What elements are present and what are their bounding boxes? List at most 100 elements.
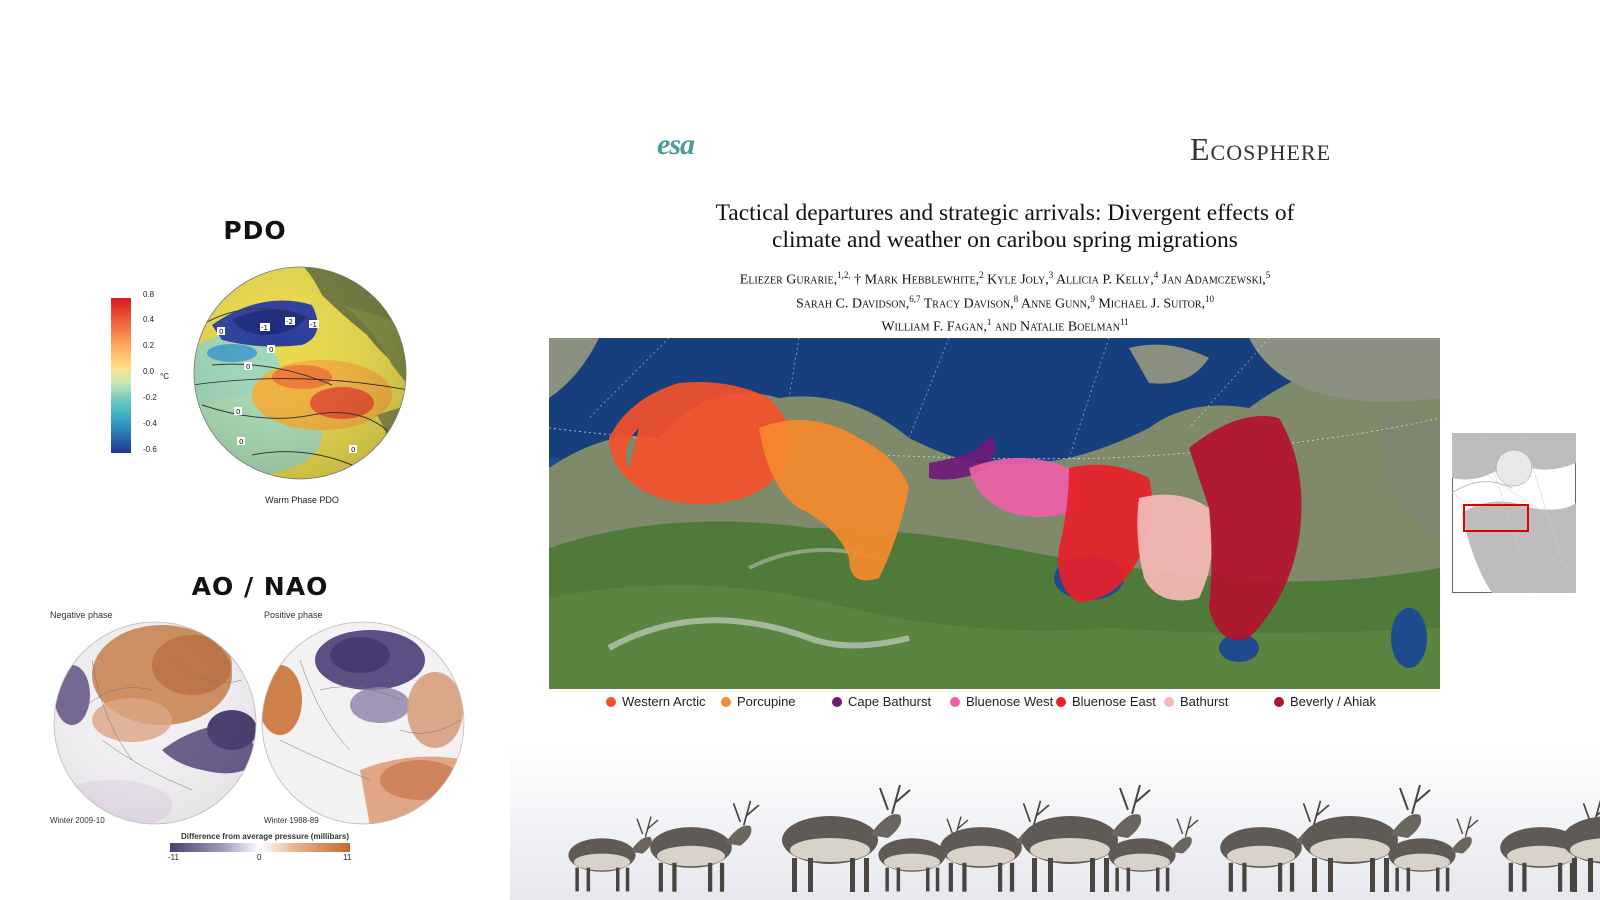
herd-range — [1137, 494, 1213, 601]
caribou-silhouette — [568, 816, 659, 892]
caribou-silhouette — [782, 784, 911, 892]
caribou-silhouette — [1302, 784, 1431, 892]
contour-label: -1 — [310, 321, 317, 329]
author-line: Sarah C. Davidson,6,7 Tracy Davison,8 An… — [640, 290, 1370, 314]
esa-logo: esa — [657, 128, 695, 161]
author-affiliation: 10 — [1205, 293, 1215, 304]
winter-negative-label: Winter 2009-10 — [50, 816, 105, 825]
pressure-tick: 0 — [257, 853, 262, 862]
legend-swatch — [832, 697, 842, 707]
caribou-silhouette — [1562, 816, 1600, 892]
legend-item: Cape Bathurst — [832, 694, 931, 709]
legend-label: Cape Bathurst — [848, 694, 932, 709]
herd-range — [1058, 464, 1153, 603]
pdo-colorbar-tick: 0.8 — [143, 290, 155, 299]
pdo-unit-label: °C — [160, 372, 169, 381]
author-name: Eliezer Gurarie, — [739, 272, 838, 288]
legend-label: Beverly / Ahiak — [1290, 694, 1376, 709]
legend-label: Porcupine — [737, 694, 796, 709]
legend-swatch — [1056, 697, 1066, 707]
caribou-silhouettes — [568, 784, 1600, 892]
contour-label: 0 — [239, 438, 243, 446]
contour-label: 0 — [219, 328, 223, 336]
author-line: Eliezer Gurarie,1,2, † Mark Hebblewhite,… — [640, 266, 1370, 290]
author-name: Sarah C. Davidson, — [795, 296, 910, 312]
herd-ranges — [609, 382, 1302, 640]
author-name: William F. Fagan, — [881, 319, 987, 335]
author-affiliation: 2 — [979, 270, 984, 280]
contour-label: -1 — [261, 324, 268, 332]
author-affiliation: 1 — [986, 317, 992, 328]
contour-label: 0 — [246, 363, 250, 371]
contour-label: -2 — [286, 318, 293, 326]
contour-label: 0 — [269, 346, 273, 354]
author-affiliation: 11 — [1119, 317, 1129, 328]
winter-positive-label: Winter 1988-89 — [264, 816, 319, 825]
pdo-colorbar-tick: -0.4 — [143, 419, 157, 428]
author-affiliation: 3 — [1048, 270, 1054, 280]
paper-authors: Eliezer Gurarie,1,2, † Mark Hebblewhite,… — [640, 266, 1370, 337]
legend-swatch — [1274, 697, 1284, 707]
contour-label: 0 — [351, 446, 355, 454]
author-affiliation: 9 — [1090, 293, 1095, 304]
pressure-tick: 11 — [343, 853, 352, 862]
caribou-range-map — [549, 338, 1440, 689]
herd-range — [1189, 416, 1302, 640]
author-name: Kyle Joly, — [987, 272, 1049, 288]
herd-range — [759, 420, 909, 581]
positive-phase-label: Positive phase — [264, 610, 323, 620]
caribou-silhouette — [1022, 784, 1151, 892]
legend-item: Beverly / Ahiak — [1274, 694, 1376, 709]
negative-phase-label: Negative phase — [50, 610, 113, 620]
paper-title-line: Tactical departures and strategic arriva… — [715, 200, 1295, 226]
author-name: and Natalie Boelman — [994, 319, 1120, 335]
pdo-colorbar-tick: 0.0 — [143, 367, 155, 376]
caribou-silhouette — [1388, 816, 1479, 892]
pdo-colorbar-tick: -0.2 — [143, 393, 157, 402]
caribou-silhouette — [940, 800, 1050, 892]
legend-label: Western Arctic — [622, 694, 706, 709]
paper-title-line: climate and weather on caribou spring mi… — [772, 227, 1238, 253]
paper-title: Tactical departures and strategic arriva… — [640, 200, 1370, 254]
legend-item: Bluenose East — [1056, 694, 1156, 709]
contour-label: 0 — [236, 408, 240, 416]
author-affiliation: 5 — [1265, 270, 1271, 280]
pressure-colorbar — [170, 843, 350, 852]
pressure-scale-title: Difference from average pressure (millib… — [180, 832, 350, 841]
ao-nao-title: AO / NAO — [191, 572, 329, 601]
caribou-silhouette — [1108, 816, 1199, 892]
author-name: Tracy Davison, — [923, 296, 1014, 312]
inset-locator-map — [1452, 433, 1576, 593]
pressure-tick: -11 — [168, 853, 179, 862]
legend-label: Bluenose East — [1072, 694, 1156, 709]
author-name: Jan Adamczewski, — [1161, 272, 1266, 288]
legend-swatch — [1164, 697, 1174, 707]
pdo-globe-map: 0 -1 -2 -1 0 0 0 0 0 — [193, 266, 407, 480]
author-name: Anne Gunn, — [1020, 296, 1091, 312]
author-affiliation: 4 — [1153, 270, 1159, 280]
author-affiliation: 6,7 — [909, 293, 921, 304]
pdo-colorbar-tick: 0.4 — [143, 315, 155, 324]
journal-name: Ecosphere — [1190, 131, 1332, 167]
legend-item: Western Arctic — [606, 694, 706, 709]
pdo-caption: Warm Phase PDO — [265, 495, 339, 505]
pdo-colorbar-tick: -0.6 — [143, 445, 157, 454]
caribou-herd-photo — [510, 740, 1600, 900]
legend-item: Bathurst — [1164, 694, 1228, 709]
author-affiliation: 8 — [1013, 293, 1019, 304]
legend-swatch — [606, 697, 616, 707]
legend-label: Bluenose West — [966, 694, 1054, 709]
ao-positive-globe-map — [261, 621, 465, 825]
legend-item: Bluenose West — [950, 694, 1053, 709]
pdo-colorbar — [111, 298, 131, 453]
ao-negative-globe-map — [53, 621, 257, 825]
legend-label: Bathurst — [1180, 694, 1229, 709]
herd-range — [609, 382, 792, 504]
pdo-title: PDO — [223, 216, 287, 245]
author-name: † Mark Hebblewhite, — [854, 272, 980, 288]
author-name: Michael J. Suitor, — [1098, 296, 1206, 312]
author-affiliation: 1,2, — [837, 270, 851, 280]
legend-swatch — [950, 697, 960, 707]
pdo-colorbar-tick: 0.2 — [143, 341, 155, 350]
legend-swatch — [721, 697, 731, 707]
